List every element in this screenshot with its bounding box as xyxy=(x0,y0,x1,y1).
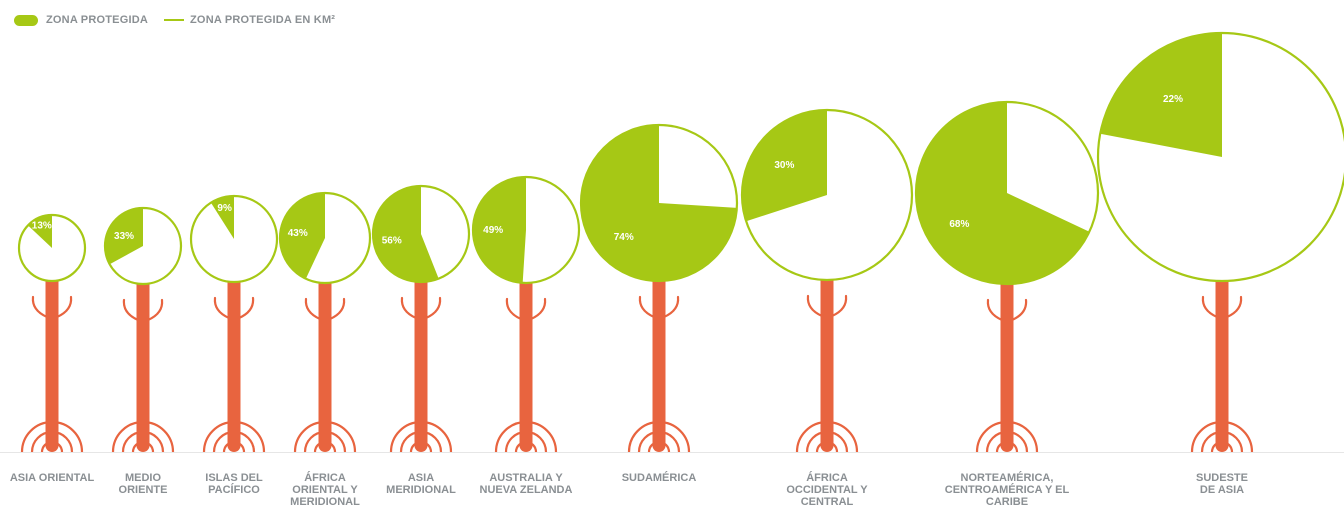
branch-right xyxy=(237,296,255,320)
region-label-line: CENTROAMÉRICA Y EL xyxy=(945,483,1070,496)
pct-label: 30% xyxy=(774,160,794,171)
region-label-line: MEDIO xyxy=(125,472,162,484)
pct-label: 56% xyxy=(382,236,402,247)
branch-right xyxy=(830,294,848,318)
region-label-line: AUSTRALIA Y xyxy=(489,472,563,484)
pct-label: 74% xyxy=(614,232,634,243)
region-label-line: SUDESTE xyxy=(1196,472,1248,484)
legend-item-zona-protegida: ZONA PROTEGIDA xyxy=(14,14,148,26)
region-label-line: NUEVA ZELANDA xyxy=(480,484,573,496)
region-asia-oriental: 13% ASIA ORIENTAL xyxy=(10,213,95,484)
region-label-line: MERIDIONAL xyxy=(386,484,456,496)
branch-left xyxy=(31,295,49,319)
branch-left xyxy=(304,297,322,321)
tree-trunk xyxy=(1215,275,1229,452)
tree-trunk xyxy=(1000,278,1014,452)
region-label-line: CARIBE xyxy=(986,496,1028,508)
region-label-line: NORTEAMÉRICA, xyxy=(961,471,1054,484)
region-label-line: PACÍFICO xyxy=(208,483,260,496)
region-label-line: ORIENTE xyxy=(119,484,168,496)
branch-left xyxy=(505,297,523,321)
legend-label-zona-protegida: ZONA PROTEGIDA xyxy=(46,14,149,26)
branch-right xyxy=(662,295,680,319)
protected-slice xyxy=(373,186,439,282)
region-label: ÁFRICA OCCIDENTAL Y CENTRAL xyxy=(786,471,868,508)
region-label-line: ÁFRICA xyxy=(304,471,346,484)
branch-right xyxy=(1225,295,1243,319)
protected-slice xyxy=(916,102,1090,285)
tree-trunk xyxy=(519,277,533,452)
legend: ZONA PROTEGIDA ZONA PROTEGIDA EN KM² xyxy=(14,12,351,28)
region-africa-oriental-y-meridional: 43% ÁFRICA ORIENTAL Y MERIDIONAL xyxy=(278,191,372,508)
protected-slice xyxy=(27,215,52,248)
protected-slice xyxy=(1100,33,1222,157)
protected-slice xyxy=(280,193,325,279)
branch-left xyxy=(806,294,824,318)
region-sudamerica: 74% SUDAMÉRICA xyxy=(579,123,739,484)
legend-swatch-pill xyxy=(14,14,38,26)
region-label-line: SUDAMÉRICA xyxy=(622,471,697,484)
legend-item-zona-protegida-km2: ZONA PROTEGIDA EN KM² xyxy=(164,14,335,26)
region-label: ASIA ORIENTAL xyxy=(10,472,95,484)
branch-right xyxy=(55,295,73,319)
protected-slice xyxy=(210,196,234,239)
protected-slice xyxy=(104,208,143,265)
tree-trunk xyxy=(227,276,241,452)
pct-label: 43% xyxy=(288,228,308,239)
branch-left xyxy=(400,296,418,320)
branch-left xyxy=(1201,295,1219,319)
legend-swatch-line xyxy=(164,19,185,21)
region-islas-del-pacifico: 9% ISLAS DEL PACÍFICO xyxy=(189,194,279,496)
region-label: AUSTRALIA Y NUEVA ZELANDA xyxy=(480,472,573,496)
region-label-line: ASIA ORIENTAL xyxy=(10,472,95,484)
pct-label: 68% xyxy=(949,219,969,230)
region-label-line: CENTRAL xyxy=(801,496,854,508)
region-sudeste-de-asia: 22% SUDESTE DE ASIA xyxy=(1096,31,1344,496)
tree-trunk xyxy=(136,278,150,452)
region-label: ISLAS DEL PACÍFICO xyxy=(205,472,263,496)
tree-trunk xyxy=(820,274,834,452)
region-label: SUDAMÉRICA xyxy=(622,471,697,484)
branch-left xyxy=(213,296,231,320)
region-label: SUDESTE DE ASIA xyxy=(1196,472,1248,496)
region-norteamerica-centroamerica-y-el-caribe: 68% NORTEAMÉRICA, CENTROAMÉRICA Y EL CARIBE xyxy=(914,100,1100,508)
region-label-line: MERIDIONAL xyxy=(290,496,360,508)
region-asia-meridional: 56% ASIA MERIDIONAL xyxy=(371,184,471,496)
branch-left xyxy=(122,298,140,322)
tree-trunk xyxy=(414,276,428,452)
branch-right xyxy=(1010,298,1028,322)
pct-label: 9% xyxy=(217,203,232,214)
region-label-line: ORIENTAL Y xyxy=(292,484,358,496)
tree-trunk xyxy=(318,277,332,452)
region-medio-oriente: 33% MEDIO ORIENTE xyxy=(103,206,183,496)
protected-slice xyxy=(473,177,526,283)
branch-right xyxy=(424,296,442,320)
region-label: NORTEAMÉRICA, CENTROAMÉRICA Y EL CARIBE xyxy=(945,471,1070,508)
pct-label: 33% xyxy=(114,231,134,242)
pct-label: 22% xyxy=(1163,94,1183,105)
region-label-line: ASIA xyxy=(408,472,434,484)
region-label: MEDIO ORIENTE xyxy=(119,472,168,496)
region-label-line: ÁFRICA xyxy=(806,471,848,484)
protected-slice xyxy=(741,110,827,222)
region-label-line: ISLAS DEL xyxy=(205,472,263,484)
protected-slice xyxy=(581,125,737,281)
tree-trunk xyxy=(652,275,666,452)
region-label: ÁFRICA ORIENTAL Y MERIDIONAL xyxy=(290,471,360,508)
region-label: ASIA MERIDIONAL xyxy=(386,472,456,496)
region-australia-y-nueva-zelanda: 49% AUSTRALIA Y NUEVA ZELANDA xyxy=(471,175,581,496)
region-africa-occidental-y-central: 30% ÁFRICA OCCIDENTAL Y CENTRAL xyxy=(740,108,914,508)
region-label-line: DE ASIA xyxy=(1200,484,1244,496)
region-label-line: OCCIDENTAL Y xyxy=(786,484,868,496)
branch-left xyxy=(986,298,1004,322)
pct-label: 13% xyxy=(32,220,52,231)
legend-label-zona-protegida-km2: ZONA PROTEGIDA EN KM² xyxy=(190,14,336,26)
branch-left xyxy=(638,295,656,319)
tree-trunk xyxy=(45,275,59,452)
branch-right xyxy=(146,298,164,322)
branch-right xyxy=(328,297,346,321)
pct-label: 49% xyxy=(483,225,503,236)
branch-right xyxy=(529,297,547,321)
